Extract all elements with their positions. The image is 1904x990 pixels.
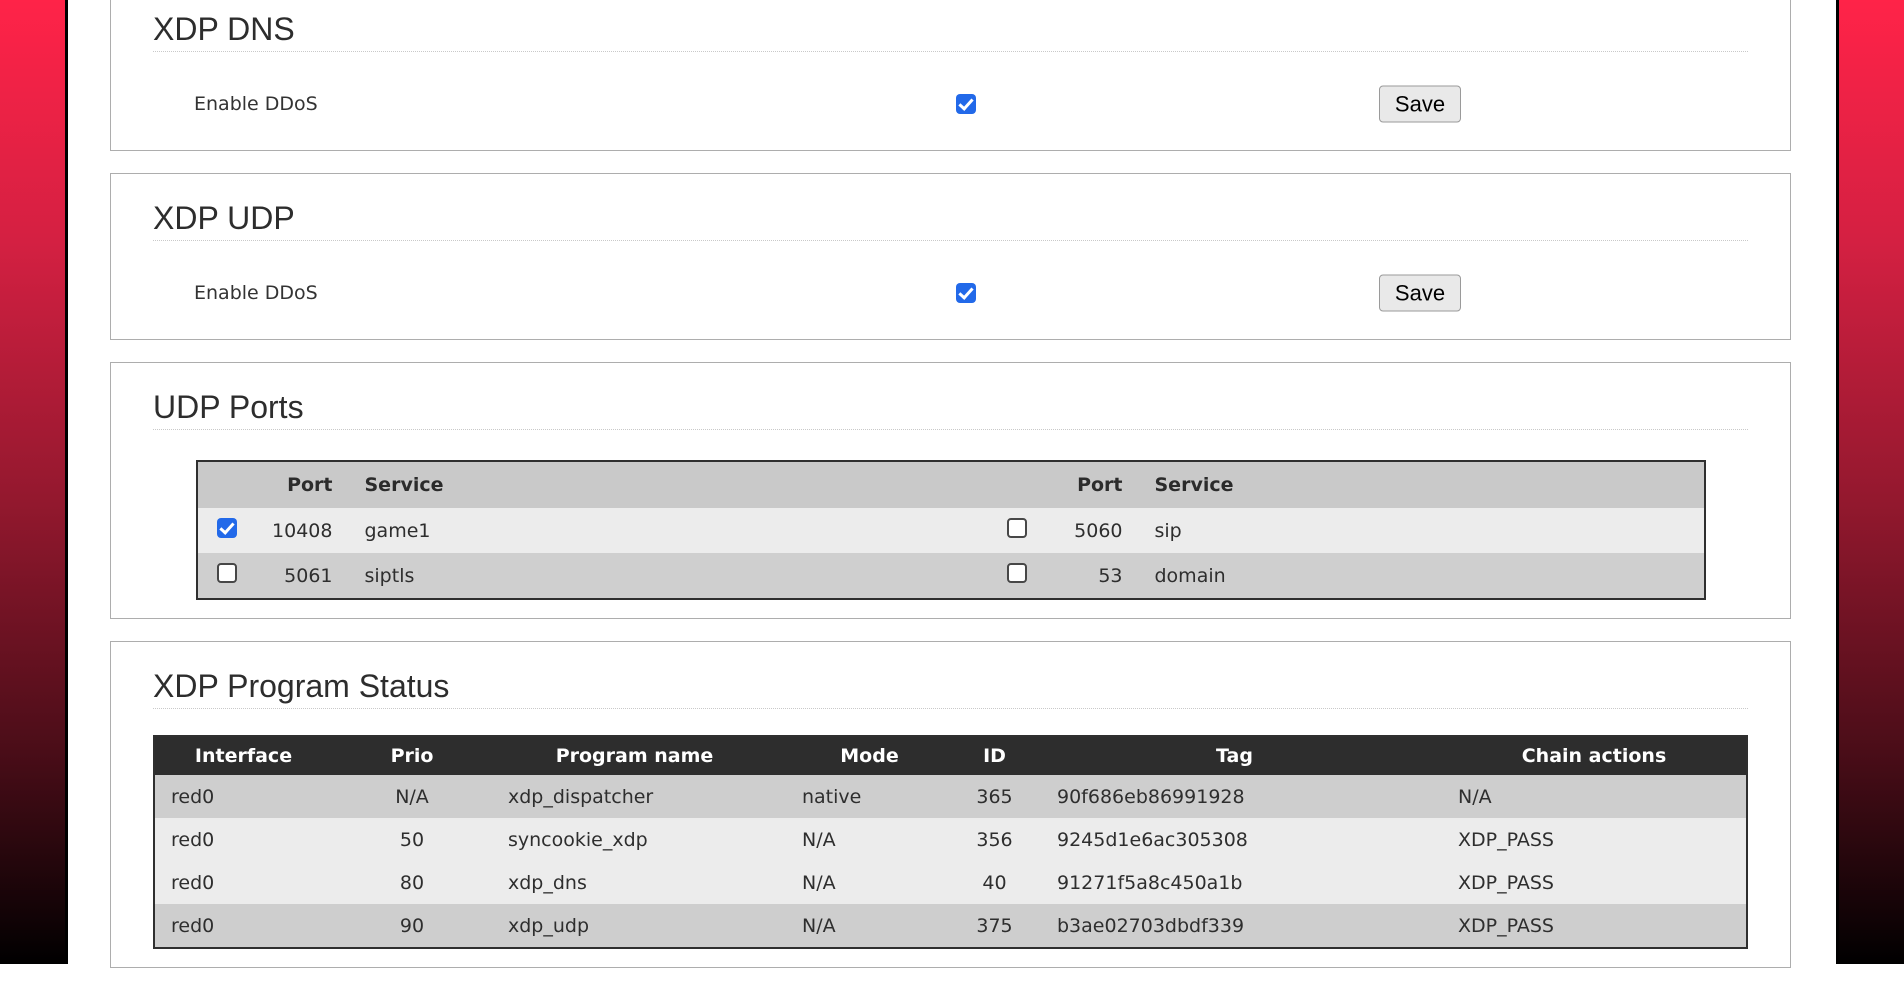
prio-value: N/A [332,775,492,818]
chain-actions-value: XDP_PASS [1442,904,1747,948]
xdp-program-status-table: Interface Prio Program name Mode ID Tag Chain … [153,735,1748,949]
background-gradient-left [0,0,68,964]
enable-ddos-label: Enable DDoS [194,282,318,304]
xdp-program-row: red0 50 syncookie_xdp N/A 356 9245d1e6ac30530… [154,818,1747,861]
program-name-value: syncookie_xdp [492,818,777,861]
id-value: 375 [962,904,1027,948]
status-table-header: Interface Prio Program name Mode ID Tag Chain … [154,736,1747,775]
service-value: sip [1130,508,1705,553]
interface-value: red0 [154,904,332,948]
enable-ddos-checkbox[interactable] [956,283,976,303]
card-xdp-udp: XDP UDP Enable DDoS Save [110,173,1791,340]
column-header-service: Service [340,461,987,508]
xdp-program-row: red0 80 xdp_dns N/A 40 91271f5a8c450a1b XDP_PA… [154,861,1747,904]
port-checkbox-cell [986,508,1047,553]
column-header-port: Port [256,461,341,508]
card-title-udp-ports: UDP Ports [153,385,1748,430]
mode-value: N/A [777,904,962,948]
tag-value: 90f686eb86991928 [1027,775,1442,818]
port-checkbox-cell [196,553,257,599]
interface-value: red0 [154,861,332,904]
column-header-chain-actions: Chain actions [1442,736,1747,775]
prio-value: 90 [332,904,492,948]
card-xdp-program-status: XDP Program Status Interface Prio Program … [110,641,1791,968]
save-button[interactable]: Save [1379,85,1461,123]
card-xdp-dns: XDP DNS Enable DDoS Save [110,0,1791,151]
column-header-program-name: Program name [492,736,777,775]
port-value: 53 [1046,553,1131,599]
service-value: domain [1130,553,1705,599]
column-header-interface: Interface [154,736,332,775]
column-header-checkbox [986,461,1047,508]
column-header-checkbox [196,461,257,508]
xdp-program-row: red0 90 xdp_udp N/A 375 b3ae02703dbdf339 XDP_P… [154,904,1747,948]
port-value: 5060 [1046,508,1131,553]
main-content: XDP DNS Enable DDoS Save XDP UDP Enable … [110,0,1791,990]
interface-value: red0 [154,818,332,861]
id-value: 365 [962,775,1027,818]
tag-value: b3ae02703dbdf339 [1027,904,1442,948]
interface-value: red0 [154,775,332,818]
column-header-prio: Prio [332,736,492,775]
port-checkbox[interactable] [1006,563,1027,583]
card-title-xdp-dns: XDP DNS [153,7,1748,52]
enable-ddos-checkbox[interactable] [956,94,976,114]
service-value: game1 [340,508,987,553]
enable-ddos-row-udp: Enable DDoS Save [153,265,1748,321]
mode-value: N/A [777,818,962,861]
udp-ports-table-header: Port Service Port Service [196,461,1705,508]
background-gradient-right [1836,0,1904,964]
xdp-program-row: red0 N/A xdp_dispatcher native 365 90f686eb86… [154,775,1747,818]
mode-value: native [777,775,962,818]
udp-port-row: 10408 game1 5060 sip [196,508,1705,553]
program-name-value: xdp_dns [492,861,777,904]
id-value: 40 [962,861,1027,904]
prio-value: 80 [332,861,492,904]
chain-actions-value: XDP_PASS [1442,818,1747,861]
port-checkbox[interactable] [1006,518,1027,538]
program-name-value: xdp_dispatcher [492,775,777,818]
port-checkbox[interactable] [217,563,237,583]
chain-actions-value: XDP_PASS [1442,861,1747,904]
card-title-xdp-program-status: XDP Program Status [153,664,1748,709]
column-header-tag: Tag [1027,736,1442,775]
mode-value: N/A [777,861,962,904]
port-value: 10408 [256,508,341,553]
enable-ddos-row-dns: Enable DDoS Save [153,76,1748,132]
port-checkbox-cell [986,553,1047,599]
column-header-port: Port [1046,461,1131,508]
save-button[interactable]: Save [1379,274,1461,312]
column-header-mode: Mode [777,736,962,775]
id-value: 356 [962,818,1027,861]
port-checkbox-cell [196,508,257,553]
column-header-service: Service [1130,461,1705,508]
udp-port-row: 5061 siptls 53 domain [196,553,1705,599]
port-checkbox[interactable] [217,518,237,538]
tag-value: 9245d1e6ac305308 [1027,818,1442,861]
udp-ports-table: Port Service Port Service 10408 game1 5060 sip… [195,460,1706,600]
port-value: 5061 [256,553,341,599]
enable-ddos-label: Enable DDoS [194,93,318,115]
service-value: siptls [340,553,987,599]
column-header-id: ID [962,736,1027,775]
chain-actions-value: N/A [1442,775,1747,818]
card-title-xdp-udp: XDP UDP [153,196,1748,241]
prio-value: 50 [332,818,492,861]
card-udp-ports: UDP Ports Port Service Port Service 10408 ga… [110,362,1791,619]
tag-value: 91271f5a8c450a1b [1027,861,1442,904]
program-name-value: xdp_udp [492,904,777,948]
